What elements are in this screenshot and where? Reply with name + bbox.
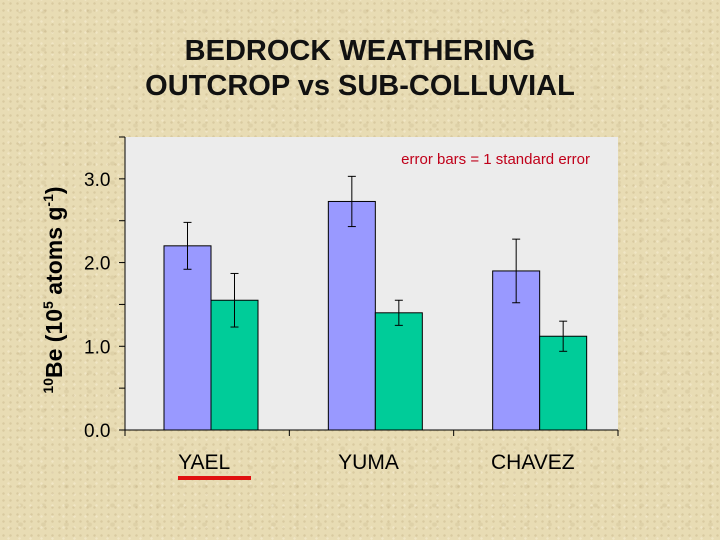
labels-layer: YAEL YUMA CHAVEZ 0.0 1.0 2.0 3.0	[84, 170, 575, 474]
y-axis-label-part-1: Be (10	[41, 309, 67, 378]
bars-layer	[163, 200, 588, 431]
error-bar-yuma-series-1	[347, 175, 356, 228]
x-tick-label-yael: YAEL	[178, 451, 230, 474]
error-bar-yael-series-1	[183, 221, 192, 270]
error-bar-yuma-series-2	[394, 299, 403, 326]
y-tick-label-2: 2.0	[84, 254, 110, 275]
y-axis-label-part-2: atoms g	[41, 207, 67, 302]
x-tick-label-chavez: CHAVEZ	[491, 451, 575, 474]
y-tick-label-3: 3.0	[84, 170, 110, 191]
error-bar-note: error bars = 1 standard error	[401, 151, 590, 168]
bar-yuma-series-1	[327, 200, 376, 431]
bar-yuma-series-2	[374, 312, 423, 431]
error-bar-chavez-series-2	[559, 320, 568, 352]
y-tick-label-1: 1.0	[84, 337, 110, 358]
error-bars-layer	[183, 175, 568, 352]
y-axis-label-sup-3: -1	[40, 194, 56, 207]
y-axis-label: 10Be (105 atoms g-1)	[40, 186, 67, 393]
ticks-layer	[119, 136, 619, 436]
chart-title: BEDROCK WEATHERING OUTCROP vs SUB-COLLUV…	[0, 34, 720, 104]
chart-title-line-2: OUTCROP vs SUB-COLLUVIAL	[145, 70, 575, 102]
bar-chavez-series-2	[539, 335, 588, 431]
bar-yael-series-1	[163, 245, 212, 431]
chart-title-line-1: BEDROCK WEATHERING	[184, 35, 536, 67]
x-tick-label-yuma: YUMA	[338, 451, 399, 474]
y-axis-label-part-3: )	[41, 186, 67, 194]
error-bar-yael-series-2	[230, 272, 239, 328]
error-bar-chavez-series-1	[512, 238, 521, 304]
y-tick-label-0: 0.0	[84, 421, 110, 442]
axes-layer	[124, 137, 618, 431]
y-axis-label-sup-2: 5	[40, 301, 56, 309]
y-axis-label-sup-1: 10	[40, 378, 56, 394]
